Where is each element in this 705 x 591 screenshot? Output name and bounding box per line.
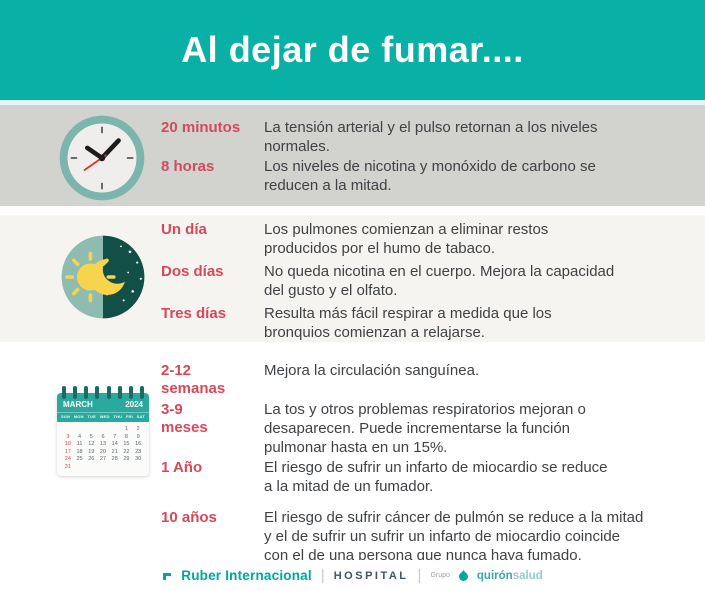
- time-label: 2-12 semanas: [161, 362, 226, 397]
- time-label: Dos días: [161, 263, 224, 280]
- clock-icon: [56, 112, 148, 204]
- benefit-text: Mejora la circulación sanguínea.: [264, 362, 480, 379]
- calendar-month: MARCH: [63, 400, 93, 409]
- calendar-spiral: [62, 386, 144, 399]
- grupo-label: Grupo: [430, 572, 450, 579]
- benefit-text: Los niveles de nicotina y monóxido de ca…: [264, 158, 596, 194]
- timeline-row: 10 años El riesgo de sufrir cáncer de pu…: [161, 508, 673, 565]
- timeline-row: 8 horas Los niveles de nicotina y monóxi…: [161, 157, 673, 195]
- time-label: 1 Año: [161, 459, 203, 476]
- benefit-text: No queda nicotina en el cuerpo. Mejora l…: [264, 263, 615, 299]
- benefit-text: Los pulmones comienzan a eliminar restos…: [264, 221, 549, 257]
- time-label: Un día: [161, 221, 207, 238]
- header-accent-strip: [0, 100, 705, 105]
- section-minutes-hours: 20 minutos La tensión arterial y el puls…: [0, 105, 705, 206]
- quironsalud-logo-icon: [458, 570, 468, 581]
- benefit-text: La tensión arterial y el pulso retornan …: [264, 119, 598, 155]
- section-days: Un día Los pulmones comienzan a eliminar…: [0, 215, 705, 342]
- time-label: 8 horas: [161, 158, 215, 175]
- timeline-row: Tres días Resulta más fácil respirar a m…: [161, 304, 673, 342]
- timeline-row: 1 Año El riesgo de sufrir un infarto de …: [161, 458, 673, 496]
- calendar-header: MARCH 2024: [57, 393, 149, 412]
- section-days-rows: Un día Los pulmones comienzan a eliminar…: [161, 220, 673, 346]
- section-minutes-hours-rows: 20 minutos La tensión arterial y el puls…: [161, 118, 673, 196]
- benefit-text: La tos y otros problemas respiratorios m…: [264, 401, 586, 456]
- timeline-row: 3-9 meses La tos y otros problemas respi…: [161, 400, 673, 457]
- time-label: Tres días: [161, 305, 227, 322]
- ruber-wordmark: Ruber Internacional: [181, 568, 312, 583]
- calendar-year: 2024: [125, 400, 143, 409]
- timeline-row: Un día Los pulmones comienzan a eliminar…: [161, 220, 673, 258]
- time-label: 3-9 meses: [161, 401, 208, 436]
- hospital-wordmark: HOSPITAL: [333, 569, 409, 582]
- quironsalud-wordmark: quirónsalud: [476, 569, 543, 582]
- footer-separator: |: [417, 567, 422, 584]
- time-label: 20 minutos: [161, 119, 241, 136]
- ruber-logo-icon: [162, 571, 172, 581]
- clock-icon-svg: [59, 115, 145, 201]
- footer-brand-bar: Ruber Internacional | HOSPITAL | Grupo q…: [0, 560, 705, 591]
- timeline-row: 20 minutos La tensión arterial y el puls…: [161, 118, 673, 156]
- calendar-date-grid: 1 2 3 4 5 6 7 8 9 10 11 12 13 14 15 16 17 18 19 20 21 22 23 24 2…: [64, 426, 142, 470]
- benefit-text: El riesgo de sufrir cáncer de pulmón se …: [264, 509, 644, 564]
- timeline-row: 2-12 semanas Mejora la circulación sangu…: [161, 361, 673, 398]
- page-title: Al dejar de fumar....: [181, 29, 524, 70]
- benefit-text: Resulta más fácil respirar a medida que …: [264, 305, 552, 341]
- footer-separator: |: [320, 567, 325, 584]
- time-label: 10 años: [161, 509, 217, 526]
- header-banner: Al dejar de fumar....: [0, 0, 705, 100]
- calendar-weekday-row: SUN MON TUE WED THU FRI SAT: [57, 412, 149, 422]
- timeline-row: Dos días No queda nicotina en el cuerpo.…: [161, 262, 673, 300]
- day-night-icon-svg: [61, 235, 145, 319]
- section-weeks-rows: 2-12 semanas Mejora la circulación sangu…: [161, 361, 673, 565]
- day-night-icon: [58, 232, 148, 322]
- benefit-text: El riesgo de sufrir un infarto de miocar…: [264, 459, 608, 495]
